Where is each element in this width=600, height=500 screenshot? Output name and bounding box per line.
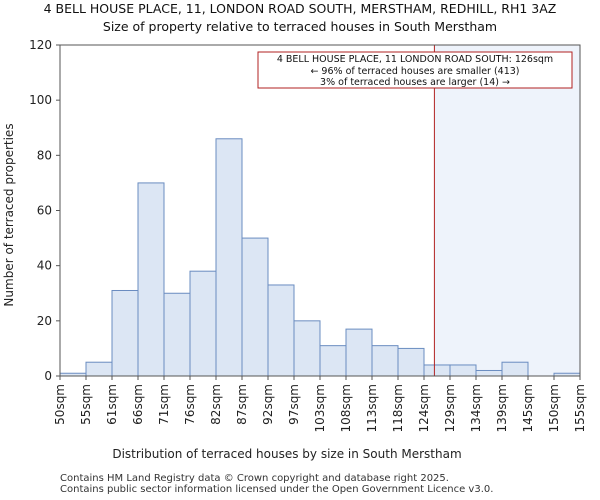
x-tick-label: 61sqm: [105, 384, 119, 425]
bar-139sqm: [501, 361, 529, 377]
bar-55sqm: [85, 361, 113, 377]
x-tick-label: 124sqm: [417, 384, 431, 432]
x-tick-label: 134sqm: [469, 384, 483, 432]
y-tick-label: 0: [44, 369, 52, 383]
chart-subtitle: Size of property relative to terraced ho…: [103, 19, 497, 34]
footer-copyright: Contains HM Land Registry data © Crown c…: [60, 473, 449, 484]
bar-108sqm: [345, 328, 373, 377]
x-tick-label: 108sqm: [339, 384, 353, 432]
annotation-line-2: ← 96% of terraced houses are smaller (41…: [310, 66, 519, 77]
y-tick-label: 120: [29, 38, 52, 52]
bars: [59, 138, 581, 377]
bar-92sqm: [267, 284, 295, 377]
y-ticks: 0 20 40 60 80 100 120: [29, 38, 60, 383]
x-ticks: 50sqm 55sqm 61sqm 66sqm 71sqm 76sqm 82sqm 87sqm…: [53, 376, 587, 432]
x-tick-label: 113sqm: [365, 384, 379, 432]
x-tick-label: 76sqm: [183, 384, 197, 425]
bar-71sqm: [163, 292, 191, 377]
x-tick-label: 139sqm: [495, 384, 509, 432]
bar-61sqm: [111, 289, 139, 377]
annotation-line-3: 3% of terraced houses are larger (14) →: [320, 77, 510, 88]
x-tick-label: 150sqm: [547, 384, 561, 432]
annotation-frame: [257, 51, 573, 89]
x-tick-label: 118sqm: [391, 384, 405, 432]
annotation-box: 4 BELL HOUSE PLACE, 11 LONDON ROAD SOUTH…: [257, 51, 573, 89]
y-tick-label: 80: [37, 148, 52, 162]
bar-113sqm: [371, 345, 399, 377]
x-axis-label: Distribution of terraced houses by size …: [112, 447, 461, 461]
plot-background: [434, 45, 580, 376]
y-tick-label: 60: [37, 204, 52, 218]
bar-118sqm: [397, 347, 425, 377]
bar-87sqm: [241, 237, 269, 377]
footer-licence: Contains public sector information licen…: [60, 484, 494, 495]
x-tick-label: 145sqm: [521, 384, 535, 432]
bar-76sqm: [189, 270, 217, 377]
chart-title: 4 BELL HOUSE PLACE, 11, LONDON ROAD SOUT…: [44, 1, 557, 16]
x-tick-label: 82sqm: [209, 384, 223, 425]
y-tick-label: 40: [37, 259, 52, 273]
x-tick-label: 97sqm: [287, 384, 301, 425]
y-tick-label: 20: [37, 314, 52, 328]
highlight-region: [434, 45, 580, 376]
x-tick-label: 87sqm: [235, 384, 249, 425]
x-tick-label: 92sqm: [261, 384, 275, 425]
bar-66sqm: [137, 182, 165, 377]
bar-97sqm: [293, 320, 321, 377]
x-tick-label: 50sqm: [53, 384, 67, 425]
x-tick-label: 155sqm: [573, 384, 587, 432]
x-tick-label: 55sqm: [79, 384, 93, 425]
annotation-line-1: 4 BELL HOUSE PLACE, 11 LONDON ROAD SOUTH…: [277, 54, 553, 65]
x-tick-label: 66sqm: [131, 384, 145, 425]
x-tick-label: 129sqm: [443, 384, 457, 432]
bar-82sqm: [215, 138, 243, 377]
y-axis-label: Number of terraced properties: [2, 123, 16, 306]
x-tick-label: 71sqm: [157, 384, 171, 425]
y-tick-label: 100: [29, 93, 52, 107]
bar-103sqm: [319, 345, 347, 377]
bar-134sqm: [475, 369, 503, 377]
bar-124sqm: [423, 364, 451, 377]
x-tick-label: 103sqm: [313, 384, 327, 432]
bar-129sqm: [449, 364, 477, 377]
